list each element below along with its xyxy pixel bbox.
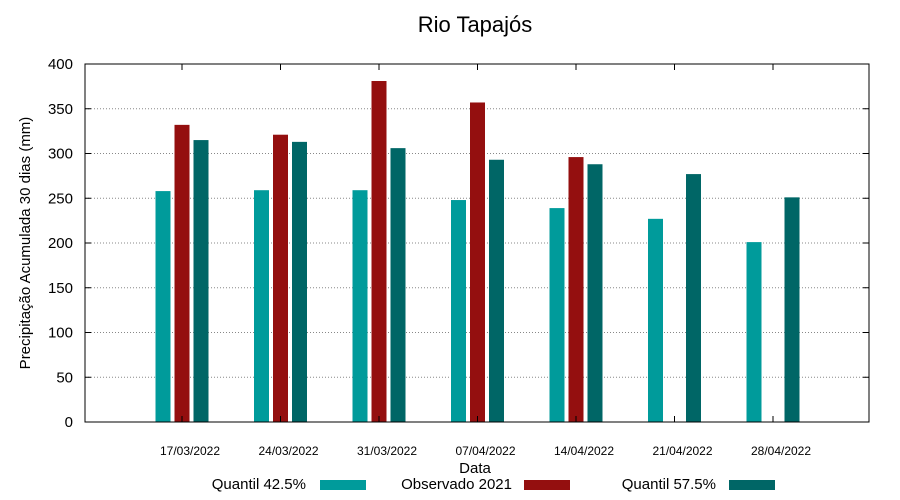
- y-tick-label: 150: [48, 280, 73, 297]
- legend-swatch: [320, 480, 366, 490]
- bar-series-3: [784, 197, 800, 422]
- bar-series-1: [746, 242, 762, 422]
- bar-series-3: [193, 140, 209, 422]
- legend-label: Quantil 42.5%: [212, 476, 306, 493]
- x-tick-label: 14/04/2022: [554, 444, 614, 458]
- x-tick-label: 31/03/2022: [357, 444, 417, 458]
- bar-series-3: [587, 164, 603, 423]
- bar-series-2: [174, 124, 190, 423]
- y-tick-label: 100: [48, 325, 73, 342]
- x-tick-label: 07/04/2022: [455, 444, 515, 458]
- bar-series-1: [352, 190, 368, 422]
- bar-series-2: [470, 102, 485, 423]
- bar-series-3: [292, 141, 307, 423]
- bar-series-1: [451, 200, 466, 422]
- bars: [155, 81, 800, 423]
- x-tick-label: 17/03/2022: [160, 444, 220, 458]
- bar-series-2: [568, 157, 584, 422]
- bar-series-1: [155, 191, 171, 422]
- bar-series-3: [489, 159, 504, 422]
- y-tick-label: 250: [48, 190, 73, 207]
- x-tick-label: 28/04/2022: [751, 444, 811, 458]
- y-tick-label: 0: [65, 414, 73, 431]
- chart-title: Rio Tapajós: [418, 12, 533, 37]
- x-tick-label: 24/03/2022: [258, 444, 318, 458]
- bar-series-2: [273, 134, 288, 422]
- bar-series-3: [390, 148, 406, 422]
- y-axis-label: Precipitação Acumulada 30 dias (mm): [17, 117, 34, 370]
- y-axis-ticks: 0 50 100 150 200 250 300 350 400: [48, 56, 869, 431]
- y-tick-label: 50: [56, 369, 73, 386]
- bar-series-3: [686, 174, 701, 422]
- x-axis-ticks: 17/03/2022 24/03/2022 31/03/2022 07/04/2022…: [160, 64, 811, 458]
- bar-series-2: [371, 81, 387, 422]
- legend: Quantil 42.5% Observado 2021 Quantil 57.5%: [212, 476, 775, 493]
- y-tick-label: 350: [48, 101, 73, 118]
- legend-label: Quantil 57.5%: [622, 476, 716, 493]
- x-tick-label: 21/04/2022: [652, 444, 712, 458]
- bar-series-1: [549, 208, 565, 422]
- x-axis-label: Data: [459, 460, 491, 477]
- y-tick-label: 400: [48, 56, 73, 73]
- y-tick-label: 300: [48, 146, 73, 163]
- bar-series-1: [254, 190, 269, 422]
- legend-label: Observado 2021: [401, 476, 512, 493]
- bar-series-1: [648, 218, 663, 422]
- legend-swatch: [524, 480, 570, 490]
- y-tick-label: 200: [48, 235, 73, 252]
- legend-swatch: [729, 480, 775, 490]
